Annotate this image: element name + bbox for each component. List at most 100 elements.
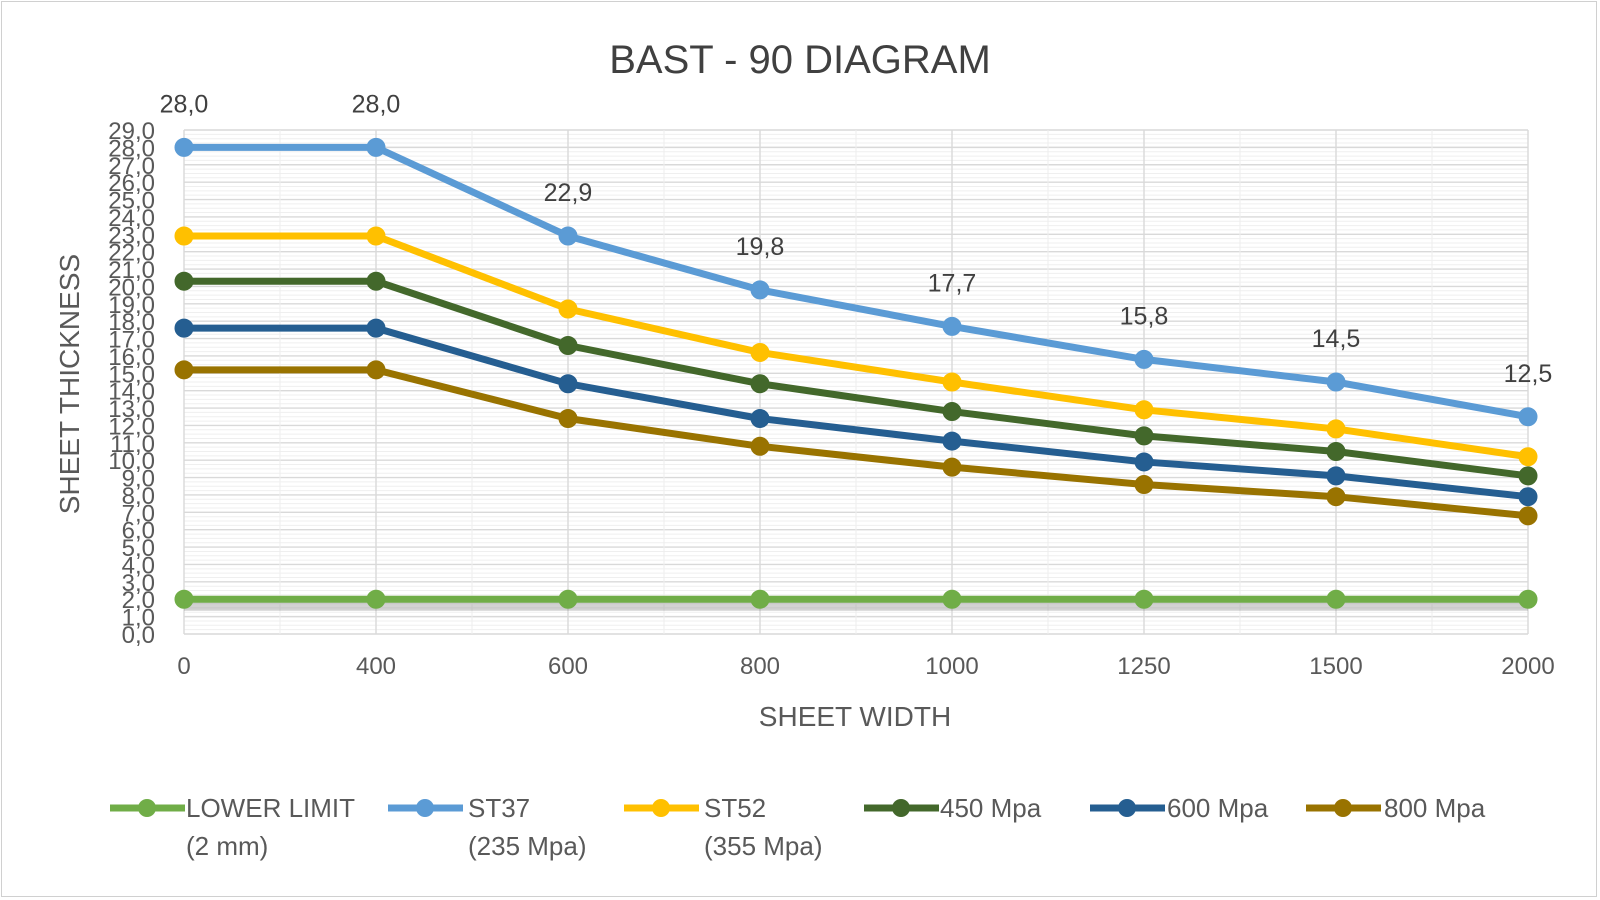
- x-tick-label: 1250: [1117, 653, 1170, 680]
- series-point: [558, 226, 578, 246]
- y-tick-label: 27,0: [108, 153, 155, 180]
- series-point: [366, 271, 386, 291]
- y-tick-label: 13,0: [108, 396, 155, 423]
- y-tick-label: 7,0: [122, 500, 155, 527]
- y-tick-label: 29,0: [108, 118, 155, 145]
- series-point: [1326, 466, 1346, 486]
- y-tick-label: 0,0: [122, 622, 155, 649]
- series-point: [942, 372, 962, 392]
- series-point: [558, 336, 578, 356]
- y-tick-label: 14,0: [108, 379, 155, 406]
- series-point: [942, 316, 962, 336]
- series-point: [558, 589, 578, 609]
- series-point: [558, 299, 578, 319]
- legend: LOWER LIMIT (2 mm) ST37 (235 Mpa) ST52 (355 M…: [110, 793, 1486, 861]
- data-labels: 28,0 28,0 22,9 19,8 17,7 15,8 14,5 12,5: [160, 90, 1553, 387]
- legend-swatch-marker: [138, 799, 156, 817]
- data-label: 28,0: [160, 90, 209, 118]
- y-tick-label: 3,0: [122, 570, 155, 597]
- legend-label-sub: (355 Mpa): [704, 831, 823, 861]
- series-point: [558, 408, 578, 428]
- series-point: [1518, 466, 1538, 486]
- series-point: [942, 431, 962, 451]
- y-tick-label: 18,0: [108, 309, 155, 336]
- series-point: [1518, 487, 1538, 507]
- series-point: [366, 360, 386, 380]
- x-tick-label: 600: [548, 653, 588, 680]
- legend-swatch-marker: [892, 799, 910, 817]
- legend-swatch-marker: [1118, 799, 1136, 817]
- series-point: [1518, 407, 1538, 427]
- y-tick-label: 12,0: [108, 413, 155, 440]
- series-point: [1134, 400, 1154, 420]
- y-tick-label: 23,0: [108, 222, 155, 249]
- legend-label: ST52: [704, 793, 766, 823]
- series-point: [366, 226, 386, 246]
- series-point: [1134, 589, 1154, 609]
- series-point: [1134, 349, 1154, 369]
- y-tick-label: 25,0: [108, 188, 155, 215]
- y-tick-label: 11,0: [110, 431, 155, 458]
- data-label: 22,9: [544, 179, 593, 207]
- y-tick-label: 6,0: [122, 518, 155, 545]
- legend-label: 800 Mpa: [1384, 793, 1486, 823]
- series-point: [1518, 589, 1538, 609]
- x-tick-label: 1500: [1309, 653, 1362, 680]
- legend-label-sub: (235 Mpa): [468, 831, 587, 861]
- y-tick-label: 9,0: [122, 466, 155, 493]
- y-tick-label: 8,0: [122, 483, 155, 510]
- y-tick-label: 15,0: [108, 361, 155, 388]
- x-tick-label: 800: [740, 653, 780, 680]
- x-tick-label: 2000: [1501, 653, 1554, 680]
- data-label: 28,0: [352, 90, 401, 118]
- series-point: [174, 137, 194, 157]
- y-tick-label: 20,0: [108, 274, 155, 301]
- y-tick-label: 21,0: [108, 257, 155, 284]
- series-point: [366, 318, 386, 338]
- y-tick-labels: 0,01,02,03,04,05,06,07,08,09,010,011,012…: [108, 118, 155, 649]
- x-tick-label: 400: [356, 653, 396, 680]
- y-tick-label: 2,0: [122, 587, 155, 614]
- series-point: [1134, 475, 1154, 495]
- legend-label-sub: (2 mm): [186, 831, 268, 861]
- series-point: [750, 280, 770, 300]
- series-point: [174, 226, 194, 246]
- series-point: [366, 589, 386, 609]
- y-tick-label: 22,0: [108, 240, 155, 267]
- series-line: [184, 143, 1529, 421]
- legend-label: LOWER LIMIT: [186, 793, 355, 823]
- y-tick-label: 26,0: [108, 170, 155, 197]
- y-tick-label: 5,0: [122, 535, 155, 562]
- y-axis-title: SHEET THICKNESS: [54, 254, 85, 514]
- y-tick-label: 28,0: [108, 135, 155, 162]
- legend-label: ST37: [468, 793, 530, 823]
- series-point: [558, 374, 578, 394]
- series-lines: [174, 137, 1538, 611]
- series-point: [942, 589, 962, 609]
- legend-label: 600 Mpa: [1167, 793, 1269, 823]
- series-point: [750, 589, 770, 609]
- y-tick-label: 19,0: [108, 292, 155, 319]
- series-point: [942, 457, 962, 477]
- x-tick-label: 1000: [925, 653, 978, 680]
- x-axis-title: SHEET WIDTH: [759, 701, 951, 732]
- legend-swatch-marker: [1334, 799, 1352, 817]
- series-point: [1518, 506, 1538, 526]
- series-line: [184, 366, 1529, 520]
- data-label: 12,5: [1504, 360, 1553, 388]
- series-point: [174, 271, 194, 291]
- data-label: 15,8: [1120, 302, 1169, 330]
- x-tick-labels: 0 400 600 800 1000 1250 1500 2000: [177, 653, 1554, 680]
- series-point: [1518, 447, 1538, 467]
- series-line: [184, 324, 1529, 501]
- series-point: [750, 408, 770, 428]
- series-point: [174, 318, 194, 338]
- series-point: [1134, 426, 1154, 446]
- y-tick-label: 4,0: [122, 552, 155, 579]
- series-point: [1326, 442, 1346, 462]
- series-point: [750, 374, 770, 394]
- y-tick-label: 16,0: [108, 344, 155, 371]
- series-point: [174, 589, 194, 609]
- series-point: [942, 402, 962, 422]
- series-point: [174, 360, 194, 380]
